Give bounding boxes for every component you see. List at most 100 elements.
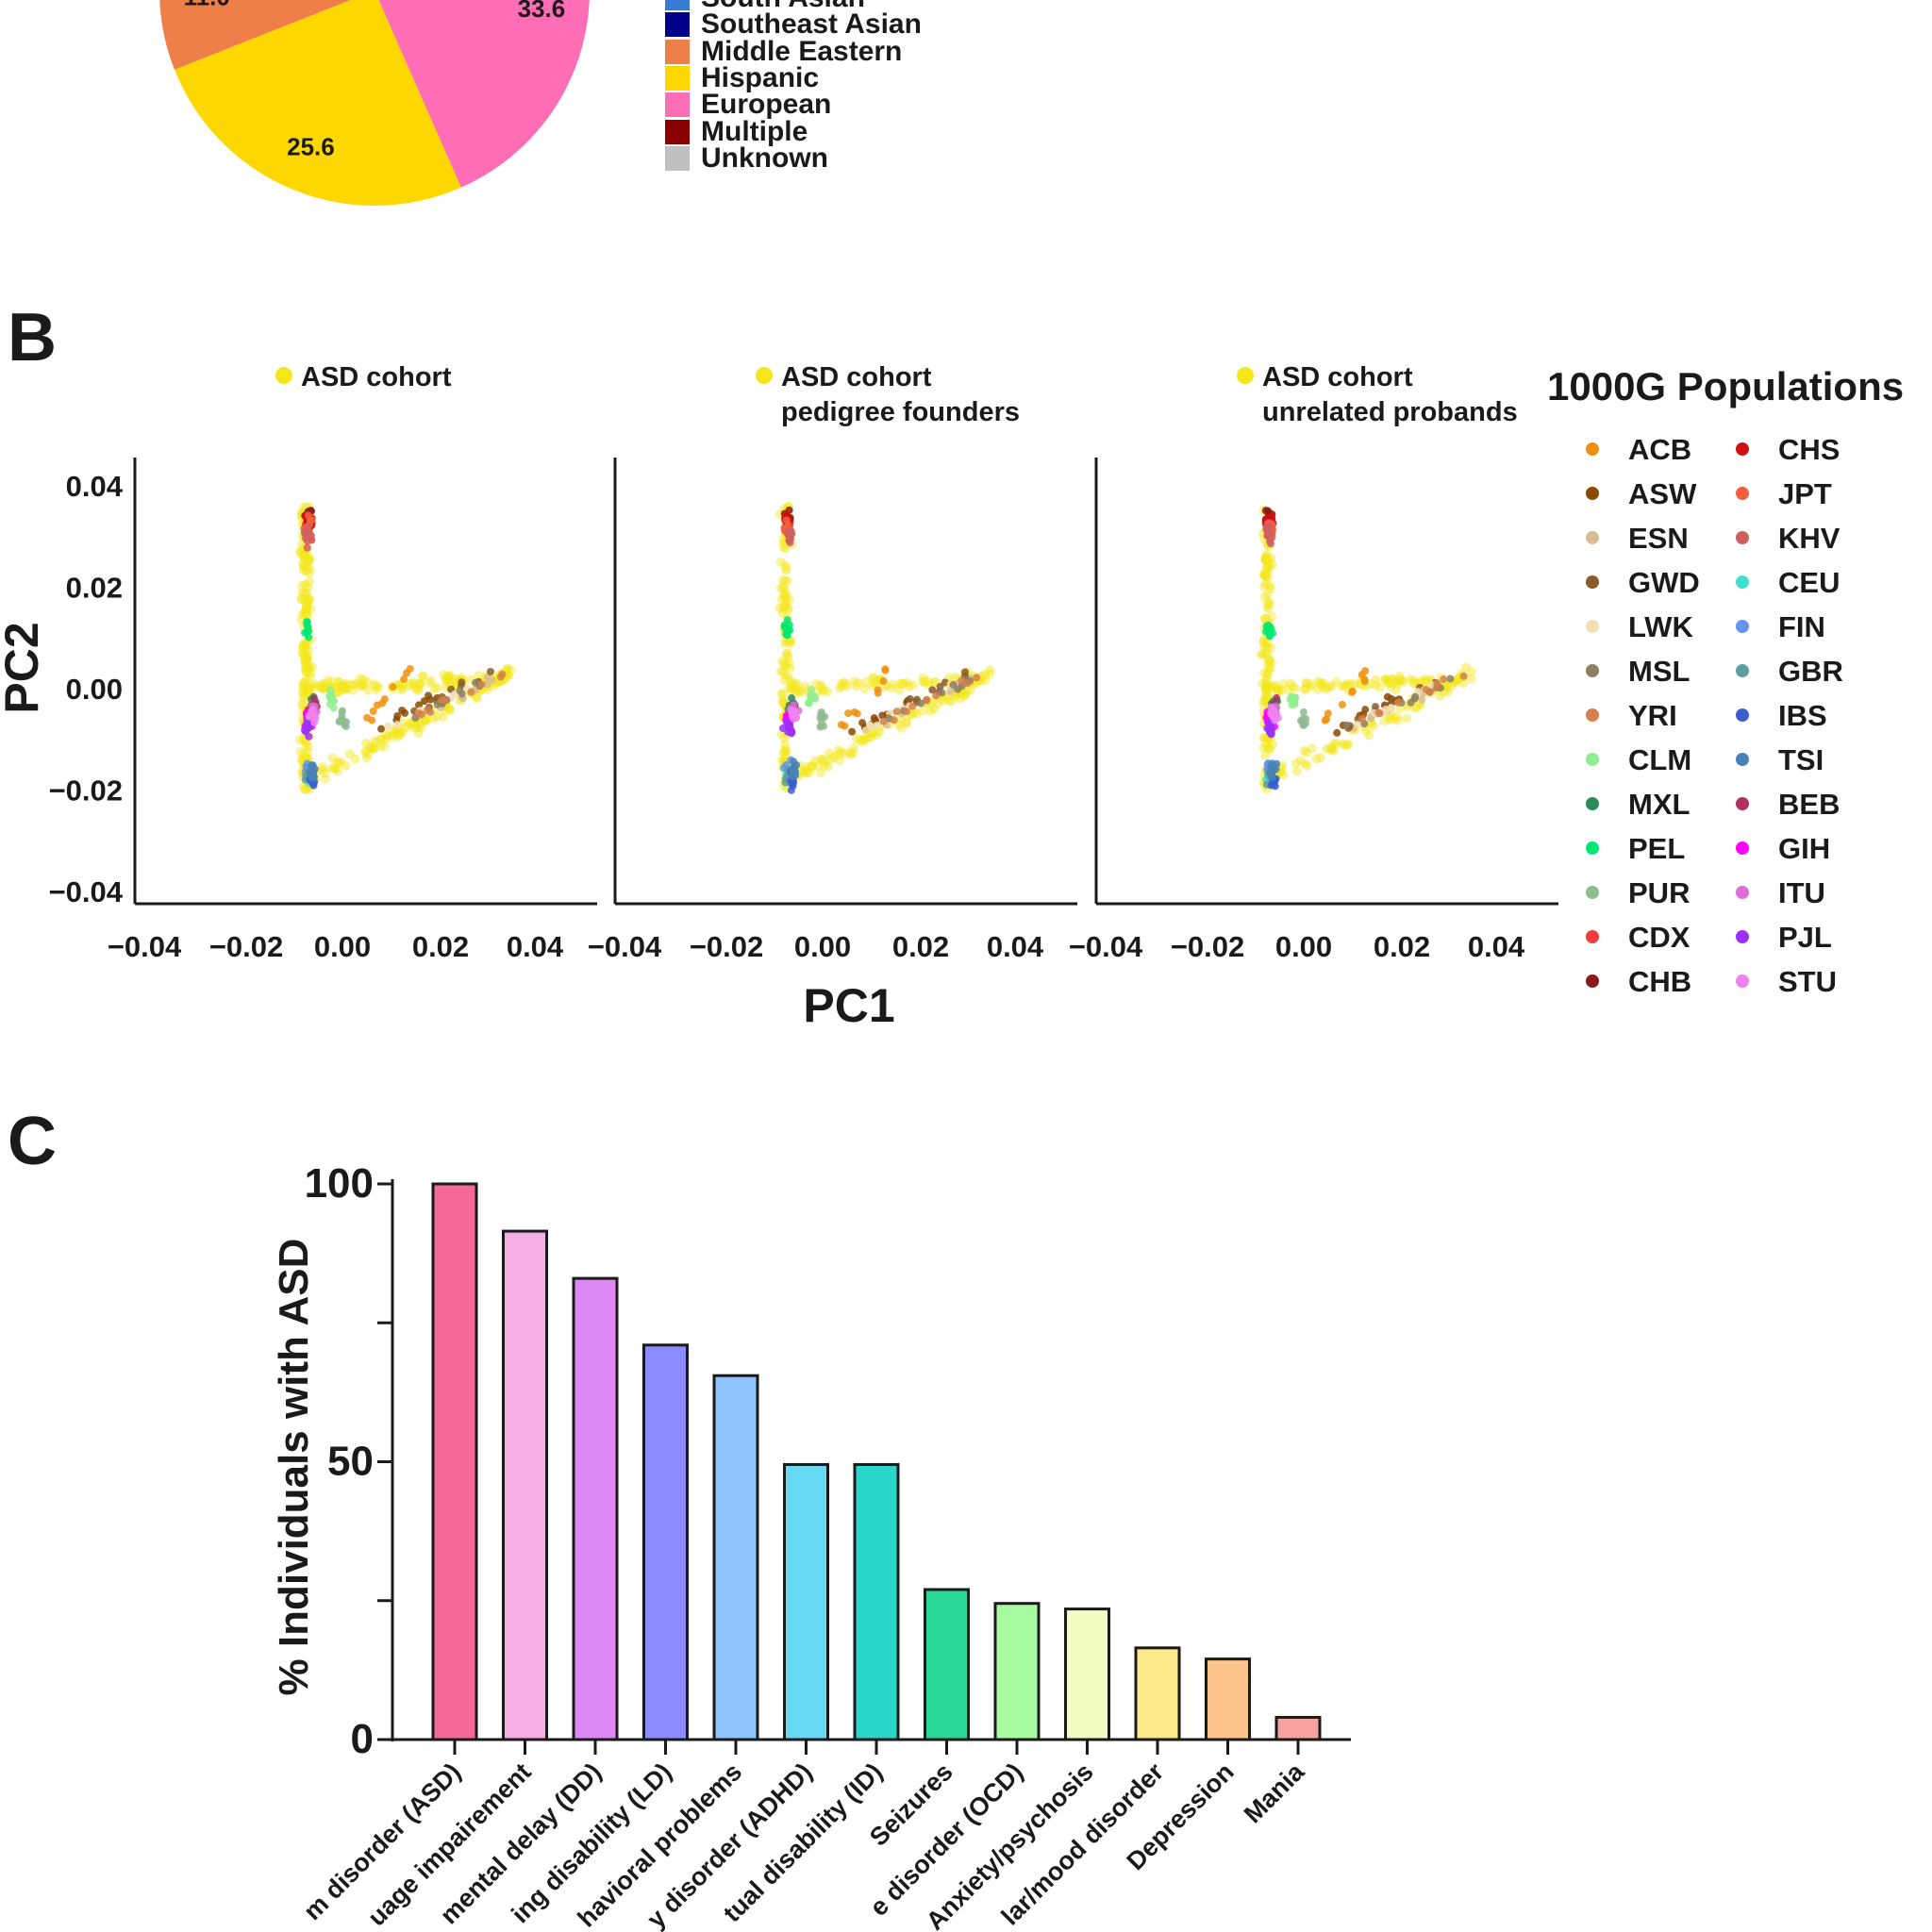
population-legend-dot	[1736, 442, 1749, 456]
asd-cohort-point	[1273, 686, 1283, 696]
asd-cohort-point	[785, 682, 795, 692]
asd-cohort-point	[1302, 678, 1312, 689]
population-point	[1446, 675, 1455, 683]
asd-cohort-point	[1265, 598, 1275, 608]
asd-cohort-point	[1263, 743, 1274, 754]
asd-cohort-point	[336, 685, 346, 695]
asd-cohort-point	[1311, 754, 1322, 764]
panel-c-letter: C	[8, 1104, 57, 1179]
population-legend-label: JPT	[1778, 477, 1832, 510]
population-point	[438, 696, 446, 705]
asd-cohort-point	[297, 687, 308, 697]
asd-cohort-point	[1274, 683, 1284, 693]
asd-cohort-point	[418, 671, 428, 681]
population-legend-label: GBR	[1778, 655, 1843, 688]
asd-cohort-point	[1331, 676, 1341, 687]
population-point	[785, 536, 793, 544]
asd-cohort-point	[1288, 681, 1298, 691]
asd-cohort-point	[809, 756, 820, 766]
asd-cohort-point	[303, 651, 313, 661]
population-point	[426, 695, 435, 704]
asd-cohort-legend-label: ASD cohort	[1262, 362, 1413, 392]
asd-cohort-point	[780, 660, 791, 671]
asd-cohort-point	[791, 682, 801, 692]
asd-cohort-point	[1283, 685, 1293, 695]
asd-cohort-point	[1262, 601, 1273, 611]
pie-legend-item: Multiple	[665, 117, 922, 145]
asd-cohort-point	[777, 583, 788, 593]
asd-cohort-point	[297, 580, 308, 591]
asd-cohort-point	[379, 741, 390, 752]
asd-cohort-point	[449, 674, 459, 684]
pca-x-tick-label: 0.02	[892, 930, 949, 963]
asd-cohort-point	[784, 595, 794, 606]
population-point	[363, 713, 372, 722]
asd-cohort-point	[775, 557, 786, 567]
asd-cohort-point	[1299, 745, 1309, 756]
population-point	[958, 676, 966, 685]
asd-cohort-point	[1273, 685, 1283, 695]
population-point	[498, 670, 507, 678]
population-point	[848, 727, 857, 736]
asd-cohort-point	[1261, 680, 1272, 691]
asd-cohort-point	[299, 562, 309, 573]
population-legend-label: MXL	[1628, 788, 1690, 821]
asd-cohort-point	[1264, 658, 1274, 668]
asd-cohort-point	[415, 678, 425, 689]
asd-cohort-point	[985, 669, 995, 679]
population-point	[1267, 540, 1275, 548]
asd-cohort-point	[980, 675, 991, 685]
asd-cohort-point	[444, 670, 455, 680]
asd-cohort-point	[1343, 739, 1354, 749]
asd-cohort-point	[795, 687, 806, 697]
bar	[924, 1588, 970, 1741]
asd-cohort-point	[415, 679, 425, 690]
asd-cohort-point	[300, 607, 310, 617]
pie-legend-swatch	[665, 119, 690, 144]
asd-cohort-point	[1273, 686, 1283, 696]
asd-cohort-point	[1261, 683, 1272, 693]
asd-cohort-point	[304, 576, 314, 587]
pie-legend-swatch	[665, 145, 690, 171]
population-legend-dot	[1586, 708, 1599, 722]
population-point	[373, 701, 381, 709]
asd-cohort-point	[835, 683, 845, 693]
population-legend-dot	[1586, 575, 1599, 589]
population-point	[1299, 714, 1307, 723]
asd-cohort-point	[300, 684, 310, 694]
pca-x-tick-label: 0.00	[314, 930, 371, 963]
asd-cohort-point	[786, 676, 796, 687]
population-legend-label: BEB	[1778, 788, 1840, 821]
asd-cohort-point	[301, 682, 311, 692]
population-point	[961, 668, 970, 676]
asd-cohort-point	[799, 768, 809, 778]
pie-legend-item: Southeast Asian	[665, 10, 922, 39]
asd-cohort-point	[303, 741, 313, 752]
asd-cohort-point	[424, 677, 434, 688]
asd-cohort-point	[867, 728, 877, 739]
bar	[1274, 1715, 1322, 1741]
asd-cohort-point	[896, 723, 907, 733]
asd-cohort-point	[303, 599, 313, 609]
asd-cohort-point	[1262, 659, 1273, 670]
asd-cohort-point	[1385, 714, 1395, 724]
population-point	[1372, 703, 1380, 711]
population-legend-label: PUR	[1628, 876, 1690, 909]
asd-cohort-point	[889, 679, 899, 690]
asd-cohort-point	[1460, 662, 1471, 673]
population-legend-dot	[1736, 531, 1749, 544]
pca-subplot: −0.04 −0.02 0.00 0.02 0.04 ASD cohort pedigree…	[588, 362, 1077, 963]
pca-x-axis-title: PC1	[803, 979, 894, 1032]
population-point	[1268, 774, 1276, 782]
asd-cohort-point	[361, 746, 372, 757]
bar	[642, 1343, 689, 1741]
asd-cohort-point	[1268, 681, 1278, 691]
asd-cohort-point	[1381, 675, 1391, 685]
asd-cohort-point	[780, 543, 791, 554]
asd-cohort-point	[301, 674, 311, 684]
bar	[1064, 1607, 1110, 1741]
population-legend-label: GWD	[1628, 566, 1700, 599]
asd-cohort-point	[1399, 676, 1409, 687]
asd-cohort-point	[303, 582, 313, 592]
bar	[783, 1462, 829, 1741]
